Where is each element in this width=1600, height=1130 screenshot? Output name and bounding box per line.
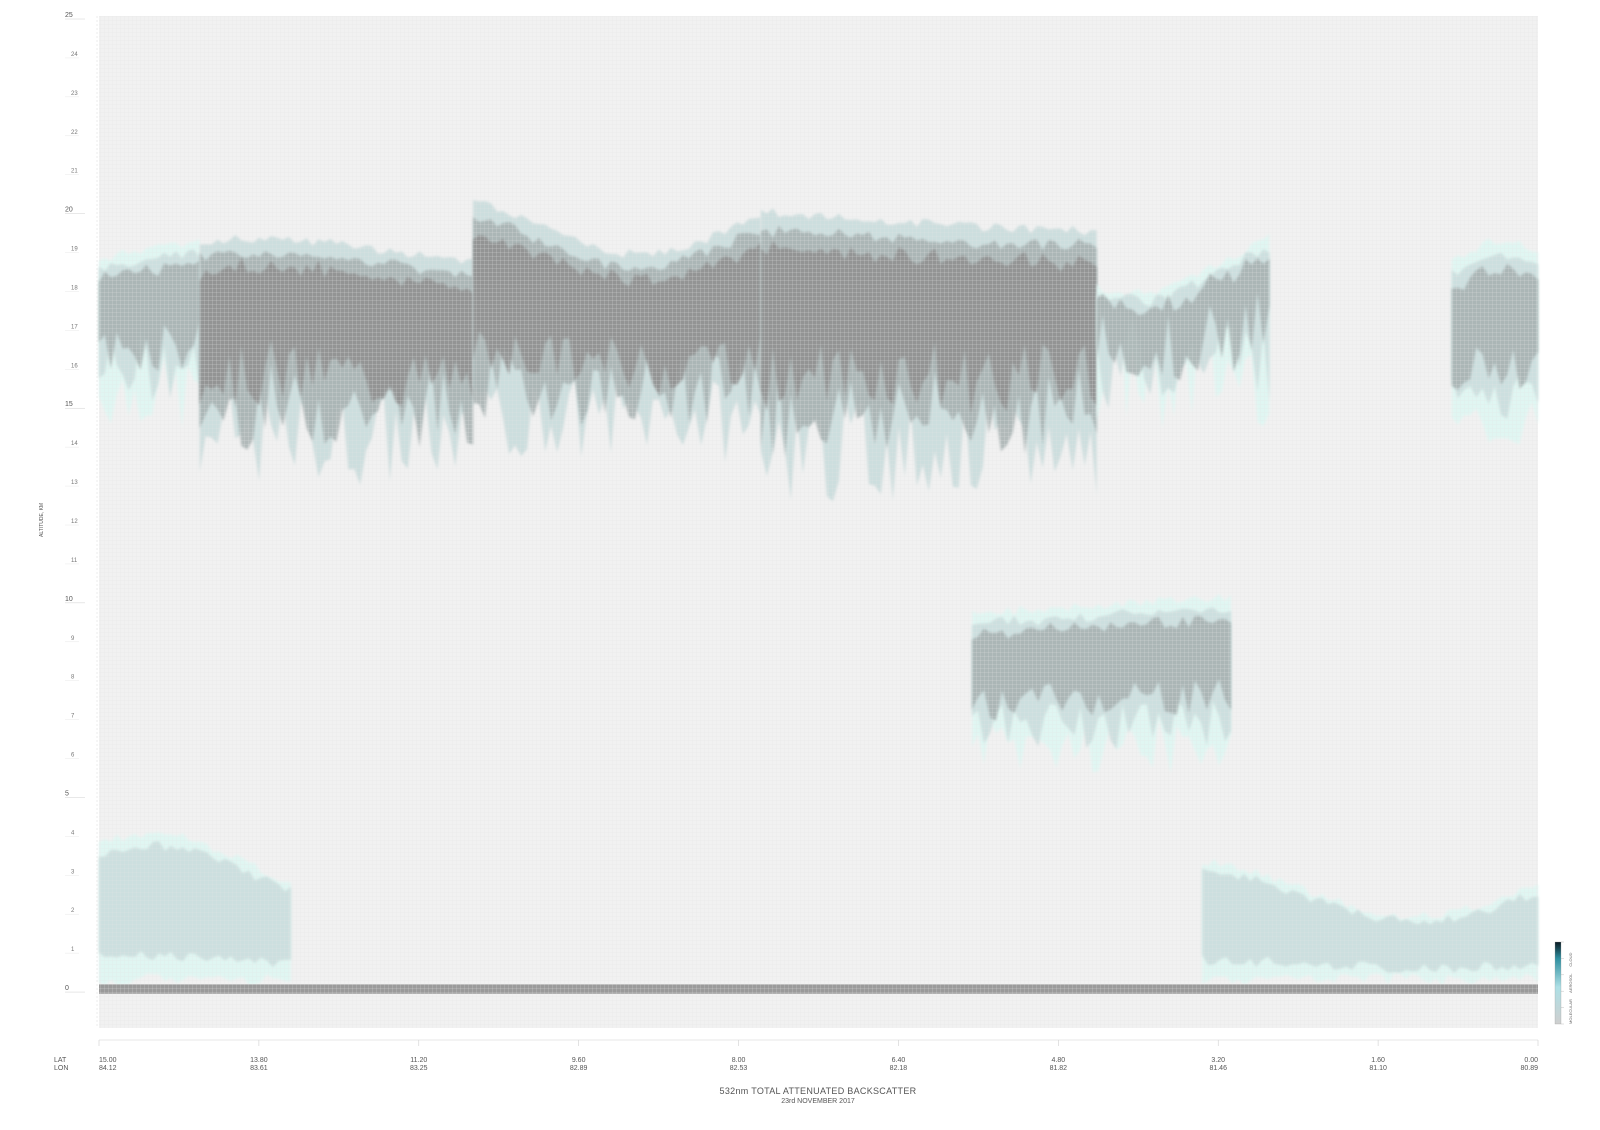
- y-tick-label: 6: [71, 753, 75, 759]
- pixel-grid: [99, 16, 1538, 1028]
- x-tick-label-lon: 81.10: [1369, 1065, 1387, 1072]
- y-tick-label: 21: [71, 169, 78, 175]
- x-tick-label-lon: 83.61: [250, 1065, 268, 1072]
- y-tick-label: 4: [71, 830, 75, 836]
- chart-title: 532nm TOTAL ATTENUATED BACKSCATTER: [720, 1086, 917, 1096]
- x-tick-label-lon: 82.53: [730, 1065, 748, 1072]
- x-row-label-lon: LON: [54, 1065, 68, 1072]
- y-tick-label: 9: [71, 636, 75, 642]
- x-tick-label-lat: 6.40: [892, 1057, 906, 1064]
- x-tick-label-lon: 84.12: [99, 1065, 117, 1072]
- x-tick-label-lat: 4.80: [1052, 1057, 1066, 1064]
- y-tick-label: 5: [65, 790, 69, 797]
- y-tick-label: 18: [71, 285, 78, 291]
- color-legend: MOLECULAR AEROSOL CLOUD: [1554, 941, 1573, 1025]
- y-tick-label: 2: [71, 908, 75, 914]
- y-tick-label: 8: [71, 675, 75, 681]
- y-tick-label: 13: [71, 480, 78, 486]
- x-tick-label-lat: 9.60: [572, 1057, 586, 1064]
- x-tick-label-lon: 81.82: [1050, 1065, 1068, 1072]
- y-tick-label: 24: [71, 52, 78, 58]
- y-tick-label: 20: [65, 207, 73, 214]
- y-tick-label: 15: [65, 401, 73, 408]
- y-tick-label: 14: [71, 441, 78, 447]
- y-tick-label: 12: [71, 519, 78, 525]
- x-tick-label-lat: 15.00: [99, 1057, 117, 1064]
- y-tick-label: 19: [71, 247, 78, 253]
- y-tick-label: 0: [65, 985, 69, 992]
- y-tick-label: 17: [71, 324, 78, 330]
- y-axis-label: ALTITUDE, KM: [39, 503, 45, 537]
- y-tick-label: 3: [71, 869, 75, 875]
- x-tick-label-lon: 82.89: [570, 1065, 588, 1072]
- y-tick-label: 23: [71, 91, 78, 97]
- legend-label-molecular: MOLECULAR: [1568, 999, 1573, 1024]
- y-axis: 0510152025123467891112131416171819212223…: [65, 12, 98, 1028]
- x-tick-label-lat: 11.20: [410, 1057, 427, 1064]
- plot-area: [99, 16, 1538, 1028]
- y-tick-label: 11: [71, 558, 78, 564]
- y-tick-label: 16: [71, 363, 78, 369]
- legend-color-bar: [1554, 941, 1562, 1025]
- y-tick-label: 10: [65, 596, 73, 603]
- x-tick-label-lon: 82.18: [890, 1065, 908, 1072]
- x-tick-label-lon: 81.46: [1209, 1065, 1227, 1072]
- y-tick-label: 7: [71, 714, 75, 720]
- x-tick-label-lat: 13.80: [250, 1057, 268, 1064]
- legend-label-cloud: CLOUD: [1568, 952, 1573, 966]
- x-tick-label-lon: 80.89: [1520, 1065, 1538, 1072]
- x-tick-label-lat: 0.00: [1524, 1057, 1538, 1064]
- legend-label-aerosol: AEROSOL: [1568, 973, 1573, 993]
- y-tick-label: 22: [71, 130, 78, 136]
- legend-ticks: [1561, 941, 1564, 1025]
- y-tick-label: 25: [65, 12, 73, 19]
- x-tick-label-lon: 83.25: [410, 1065, 428, 1072]
- chart-subtitle: 23rd NOVEMBER 2017: [781, 1098, 855, 1105]
- y-tick-label: 1: [71, 947, 75, 953]
- x-tick-label-lat: 3.20: [1211, 1057, 1225, 1064]
- x-row-label-lat: LAT: [54, 1057, 67, 1064]
- x-tick-label-lat: 1.60: [1371, 1057, 1385, 1064]
- x-tick-label-lat: 8.00: [732, 1057, 746, 1064]
